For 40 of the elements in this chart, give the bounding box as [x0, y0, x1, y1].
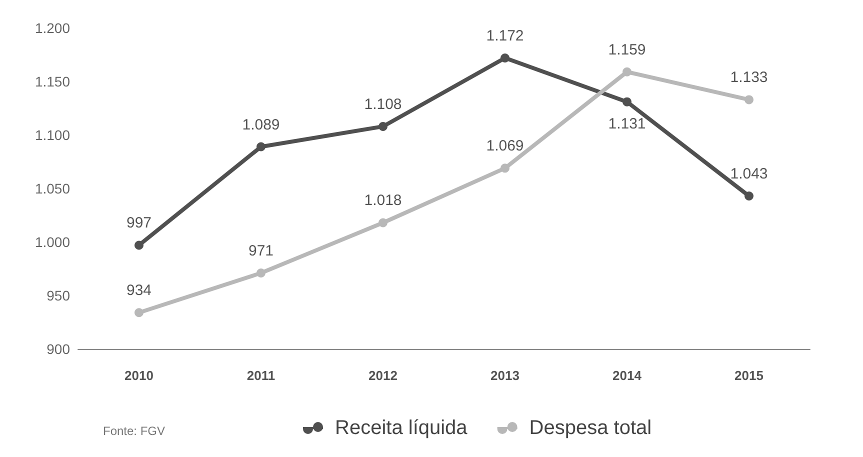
x-tick-label: 2012 [368, 368, 398, 383]
data-label: 1.108 [364, 96, 402, 113]
data-label: 1.133 [730, 69, 768, 86]
x-tick-label: 2010 [124, 368, 154, 383]
y-tick-label: 1.000 [34, 234, 70, 250]
point [378, 122, 388, 131]
y-tick-label: 1.100 [34, 127, 70, 143]
y-tick-label: 950 [46, 288, 70, 304]
x-tick-label: 2011 [246, 368, 276, 383]
point [378, 218, 388, 228]
data-label: 1.089 [242, 116, 280, 134]
data-label: 1.069 [486, 138, 524, 155]
x-tick-label: 2015 [734, 368, 764, 383]
y-tick-label: 1.050 [34, 180, 70, 196]
data-label: 1.018 [364, 192, 402, 210]
point [744, 95, 754, 104]
data-label: 1.043 [730, 165, 768, 182]
legend-label: Receita líquida [335, 417, 468, 439]
legend-label: Despesa total [529, 417, 652, 439]
x-tick-label: 2014 [612, 368, 642, 383]
data-label: 971 [248, 242, 274, 260]
point [744, 191, 754, 200]
point [134, 308, 144, 318]
source-note: Fonte: FGV [103, 424, 166, 438]
point [622, 97, 632, 106]
point [256, 268, 266, 278]
point [500, 164, 510, 173]
x-tick-label: 2013 [490, 368, 520, 383]
y-tick-label: 1.200 [34, 20, 70, 36]
data-label: 1.159 [608, 41, 646, 58]
data-label: 934 [126, 282, 152, 300]
data-label: 1.172 [486, 27, 524, 44]
point [622, 67, 632, 76]
y-tick-label: 900 [46, 341, 70, 357]
y-tick-label: 1.150 [34, 74, 70, 90]
data-label: 1.131 [608, 115, 646, 132]
data-label: 997 [126, 214, 152, 232]
point [134, 240, 144, 250]
point [256, 142, 266, 152]
point [500, 53, 510, 62]
